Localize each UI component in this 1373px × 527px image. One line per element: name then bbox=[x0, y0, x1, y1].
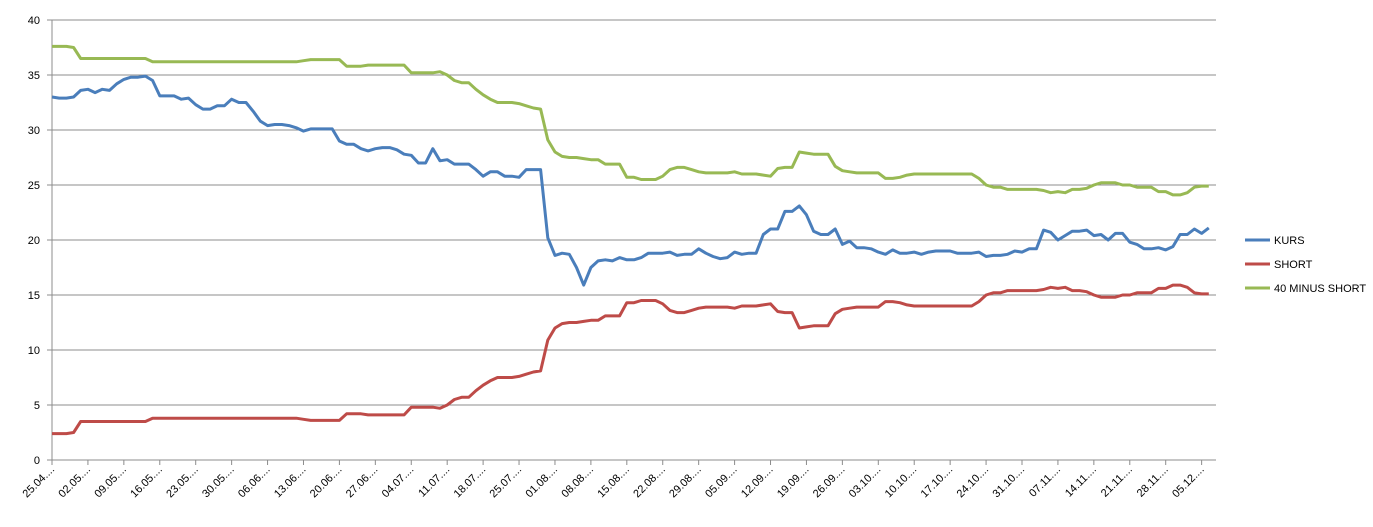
x-tick-label: 30.05.... bbox=[200, 464, 237, 501]
x-tick-label: 25.07.... bbox=[488, 464, 525, 501]
series-line bbox=[52, 44, 1209, 197]
x-tick-label: 03.10.... bbox=[847, 464, 884, 501]
x-tick-label: 28.11.... bbox=[1135, 464, 1171, 500]
x-tick-label: 08.08.... bbox=[559, 464, 596, 501]
x-tick-label: 23.05.... bbox=[164, 464, 201, 501]
x-tick-label: 19.09.... bbox=[775, 464, 812, 501]
y-tick-label: 40 bbox=[28, 15, 40, 27]
x-tick-label: 09.05.... bbox=[92, 464, 129, 501]
x-tick-label: 31.10.... bbox=[991, 464, 1028, 501]
x-tick-label: 24.10.... bbox=[955, 464, 992, 501]
y-tick-label: 10 bbox=[28, 345, 40, 357]
y-tick-label: 0 bbox=[34, 455, 40, 467]
legend-label: 40 MINUS SHORT bbox=[1274, 283, 1366, 295]
x-tick-label: 05.12.... bbox=[1170, 464, 1207, 501]
series-line bbox=[51, 74, 1210, 287]
x-tick-label: 06.06.... bbox=[236, 464, 273, 501]
x-tick-label: 07.11.... bbox=[1027, 464, 1063, 500]
x-tick-label: 14.11.... bbox=[1063, 464, 1099, 500]
x-tick-label: 29.08.... bbox=[667, 464, 704, 501]
legend-label: SHORT bbox=[1274, 259, 1313, 271]
x-tick-label: 13.06.... bbox=[272, 464, 309, 501]
y-tick-label: 20 bbox=[28, 235, 40, 247]
x-tick-label: 12.09.... bbox=[739, 464, 776, 501]
x-tick-label: 15.08.... bbox=[595, 464, 632, 501]
x-tick-label: 18.07.... bbox=[452, 464, 489, 501]
y-tick-label: 35 bbox=[28, 70, 40, 82]
x-tick-label: 26.09.... bbox=[811, 464, 848, 501]
y-tick-label: 5 bbox=[34, 400, 40, 412]
y-tick-label: 25 bbox=[28, 180, 40, 192]
x-tick-label: 04.07.... bbox=[380, 464, 417, 501]
x-tick-label: 10.10.... bbox=[883, 464, 920, 501]
y-tick-label: 30 bbox=[28, 125, 40, 137]
x-tick-label: 11.07.... bbox=[416, 464, 452, 500]
x-tick-label: 25.04.... bbox=[21, 464, 58, 501]
x-tick-label: 16.05.... bbox=[128, 464, 165, 501]
x-tick-label: 20.06.... bbox=[308, 464, 345, 501]
x-tick-label: 22.08.... bbox=[631, 464, 668, 501]
x-tick-label: 05.09.... bbox=[703, 464, 740, 501]
x-tick-label: 01.08.... bbox=[523, 464, 560, 501]
x-tick-label: 21.11.... bbox=[1099, 464, 1135, 500]
y-tick-label: 15 bbox=[28, 290, 40, 302]
x-tick-label: 02.05.... bbox=[56, 464, 93, 501]
legend-label: KURS bbox=[1274, 235, 1305, 247]
x-tick-label: 17.10.... bbox=[919, 464, 956, 501]
series-line bbox=[52, 283, 1209, 436]
x-tick-label: 27.06.... bbox=[344, 464, 381, 501]
